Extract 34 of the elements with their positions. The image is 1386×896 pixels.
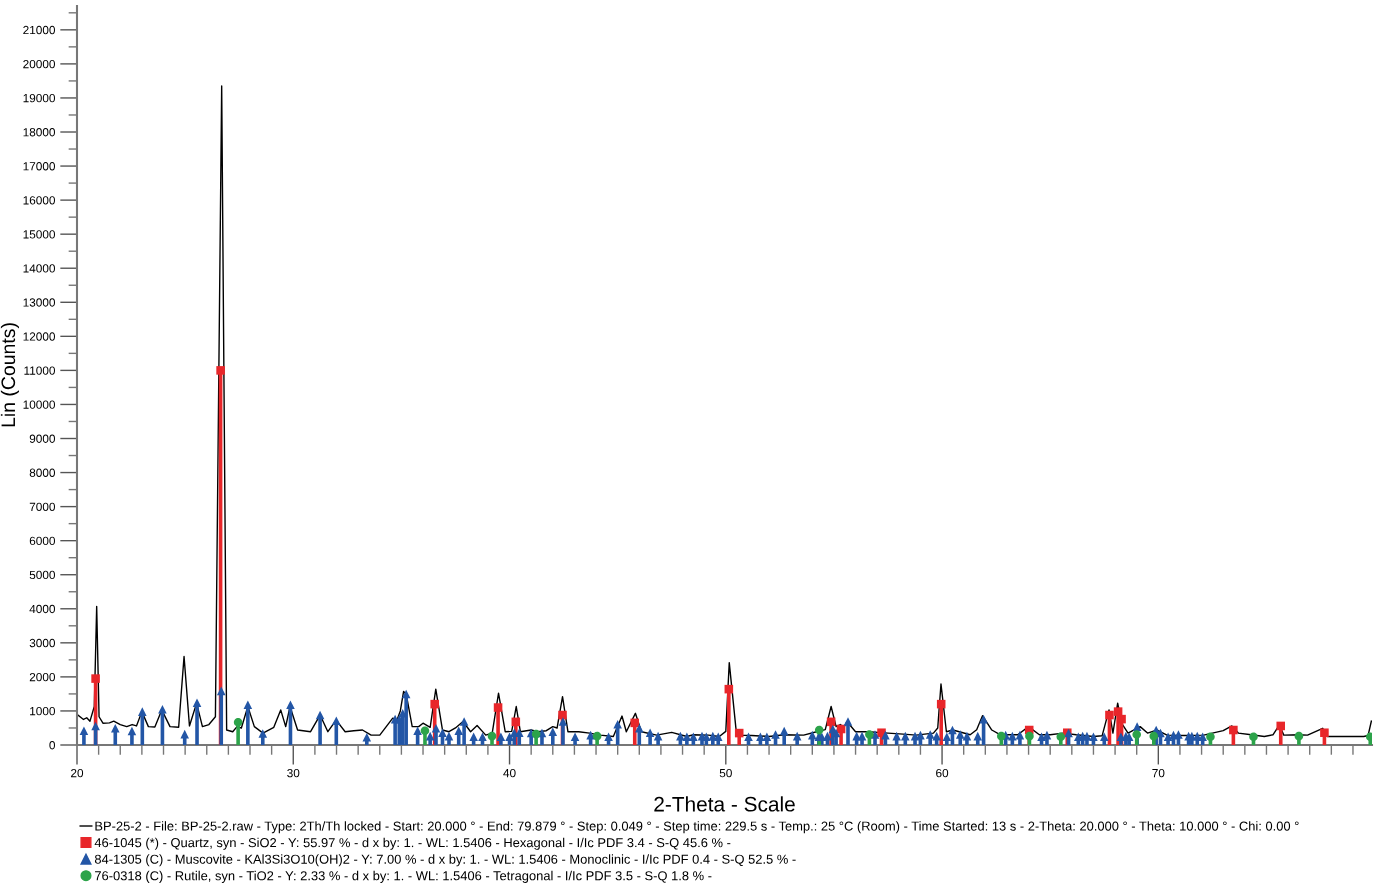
- x-tick-label: 70: [1152, 768, 1165, 778]
- y-tick-label: 6000: [29, 536, 56, 546]
- x-tick-label: 50: [719, 768, 732, 778]
- y-tick-label: 7000: [29, 502, 56, 512]
- legend-label: 46-1045 (*) - Quartz, syn - SiO2 - Y: 55.97 % - d x by: 1. - WL: 1.5406 - Hexagonal - I/Ic PDF 3.4 - S-Q 45.6 % -: [94, 837, 731, 850]
- x-tick-label: 40: [503, 768, 516, 778]
- legend-label: 76-0318 (C) - Rutile, syn - TiO2 - Y: 2.33 % - d x by: 1. - WL: 1.5406 - Tetragonal - I/Ic PDF 3.5 - S-Q 1.8 % -: [95, 870, 712, 883]
- y-tick-label: 5000: [29, 570, 56, 580]
- y-tick-label: 14000: [23, 264, 56, 273]
- y-tick-label: 3000: [29, 638, 56, 648]
- y-tick-label: 13000: [23, 298, 56, 307]
- y-tick-label: 2000: [29, 672, 56, 682]
- y-tick-label: 15000: [23, 230, 56, 239]
- y-tick-label: 16000: [23, 196, 56, 205]
- x-tick-label: 30: [287, 768, 300, 778]
- y-axis-title: Lin (Counts): [0, 323, 19, 427]
- y-tick-label: 4000: [29, 604, 56, 614]
- legend-label: 84-1305 (C) - Muscovite - KAl3Si3O10(OH)2 - Y: 7.00 % - d x by: 1. - WL: 1.5406 - Monoclinic - I/Ic PDF 0.4 - S-Q 52.5 % -: [94, 854, 796, 867]
- y-tick-label: 18000: [23, 128, 56, 137]
- x-tick-label: 60: [936, 768, 949, 778]
- x-tick-label: 20: [71, 768, 84, 778]
- y-tick-label: 12000: [23, 332, 56, 341]
- y-tick-label: 17000: [23, 162, 56, 171]
- y-tick-label: 1000: [30, 706, 56, 716]
- y-tick-label: 21000: [23, 25, 56, 35]
- y-tick-label: 9000: [29, 434, 56, 443]
- y-tick-label: 11000: [24, 366, 56, 375]
- y-tick-label: 20000: [23, 59, 56, 69]
- y-tick-label: 0: [49, 741, 56, 750]
- y-tick-label: 19000: [23, 93, 56, 103]
- legend-label: BP-25-2 - File: BP-25-2.raw - Type: 2Th/Th locked - Start: 20.000 ° - End: 79.879 ° - Step: 0.049 ° - Step time: 229.5 s - Temp.: 25 °C (Room) - Time Started: 13 s - 2-Theta: 20.000 ° - Theta: 10.000 ° - Chi: 0.00 °: [95, 821, 1299, 834]
- x-axis-title: 2-Theta - Scale: [654, 796, 795, 812]
- y-tick-label: 8000: [29, 468, 56, 477]
- y-tick-label: 10000: [23, 400, 56, 409]
